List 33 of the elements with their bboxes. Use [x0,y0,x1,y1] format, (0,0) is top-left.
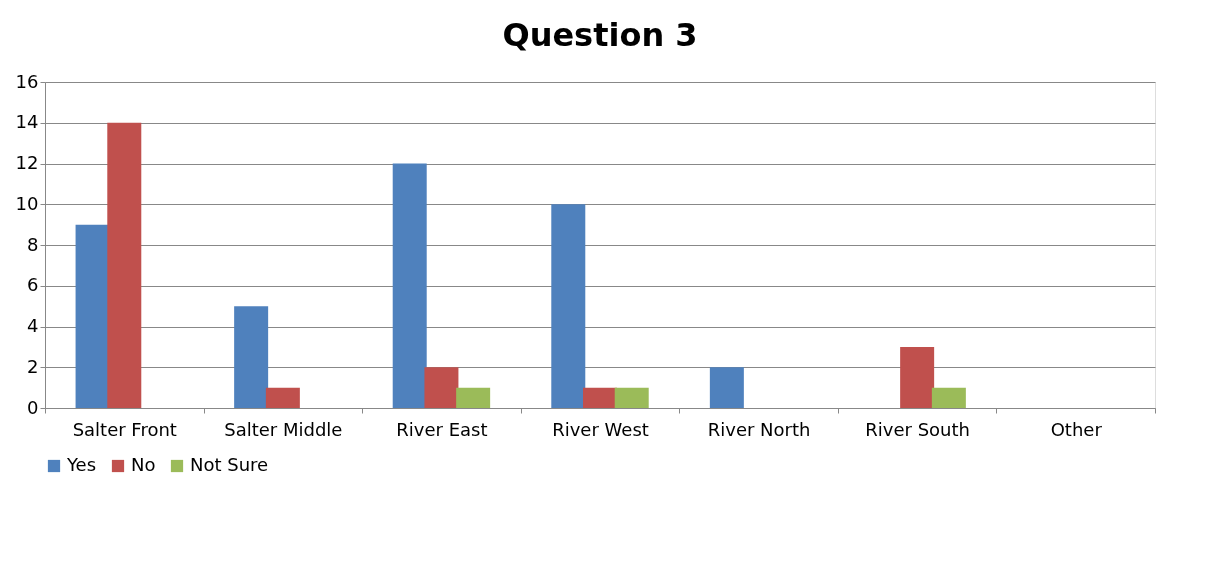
x-tick-label: River East [396,418,488,440]
chart-title: Question 3 [502,16,698,54]
bar [75,224,110,408]
bar [234,306,269,408]
x-tick-label: River North [707,418,811,440]
bar [456,387,491,408]
bar [107,122,142,408]
y-tick-label: 6 [27,274,39,296]
bar [551,204,586,408]
x-tick-label: River South [865,418,970,440]
x-tick-label: Salter Front [72,418,177,440]
bar [900,346,935,408]
bar [614,387,649,408]
y-tick-label: 8 [27,233,39,255]
y-tick-label: 16 [15,70,39,92]
y-tick-label: 0 [27,396,39,418]
y-tick-label: 4 [27,315,39,336]
legend-label: Not Sure [190,454,269,475]
bar [392,163,427,408]
x-tick-label: River West [552,418,649,440]
bar [583,387,617,408]
bar [931,387,966,408]
legend-label: No [131,454,156,475]
x-tick-label: Salter Middle [224,418,343,440]
x-tick-label: Other [1050,418,1103,440]
bar [424,367,459,408]
y-tick-label: 2 [27,355,39,377]
bar [709,367,744,408]
y-tick-label: 14 [15,111,39,133]
y-tick-label: 10 [15,192,39,214]
y-tick-label: 12 [15,152,39,173]
bar [265,387,300,408]
legend-label: Yes [66,454,97,475]
